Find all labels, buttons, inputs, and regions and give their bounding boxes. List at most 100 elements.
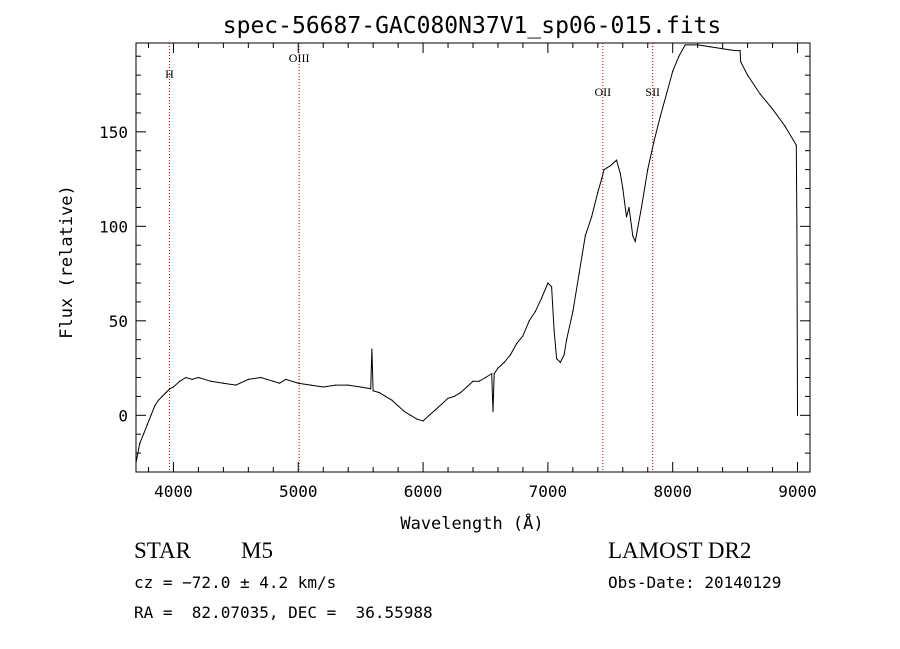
x-tick-label: 5000 <box>279 482 318 501</box>
x-tick-label: 8000 <box>653 482 692 501</box>
spectrum-point <box>659 116 661 118</box>
spectrum-point <box>722 48 724 50</box>
spectrum-point <box>528 320 530 322</box>
spectrum-point <box>484 376 487 379</box>
object-subclass: M5 <box>241 538 273 563</box>
x-tick-label: 9000 <box>778 482 817 501</box>
x-tick-label: 4000 <box>154 482 193 501</box>
spectrum-point <box>678 55 680 57</box>
spectrum-point <box>672 70 674 72</box>
spectrum-point <box>472 380 474 382</box>
spectrum-point <box>278 382 281 384</box>
y-axis-ticks: 0 50 100 150 <box>99 55 810 454</box>
spectrum-point <box>385 395 387 398</box>
spectrum-point <box>434 409 437 411</box>
spectrum-point <box>360 386 362 388</box>
spectrum-point <box>622 187 624 190</box>
survey-name: LAMOST DR2 <box>608 538 752 563</box>
spectrum-point <box>172 386 175 388</box>
spectrum-point <box>572 310 574 312</box>
chart-title: spec-56687-GAC080N37V1_sp06-015.fits <box>223 13 722 39</box>
spectrum-series-line <box>135 44 798 463</box>
spectrum-point <box>796 225 798 227</box>
spectrum-point <box>447 397 449 399</box>
x-axis-ticks: 4000 5000 6000 7000 8000 9000 <box>147 43 817 501</box>
spectrum-point <box>297 382 299 384</box>
spectrum-point <box>759 93 761 95</box>
spectrum-point <box>493 373 495 375</box>
spectrum-point <box>397 405 399 407</box>
spectrum-point <box>632 235 634 237</box>
spectrum-point <box>197 376 200 379</box>
spectrum-point <box>634 240 636 243</box>
spectrum-point <box>260 376 262 379</box>
spectrum-point <box>590 216 593 218</box>
spectrum-point <box>547 282 549 284</box>
spectrum-point <box>509 354 512 356</box>
spectrum-point <box>441 403 443 405</box>
spectrum-point <box>503 361 505 363</box>
spectrum-point <box>135 461 137 464</box>
spectrum-point <box>179 380 181 382</box>
spectrum-point <box>492 410 494 413</box>
spectrum-point <box>453 395 455 398</box>
spectrum-point <box>584 235 586 237</box>
spectrum-point <box>491 373 493 375</box>
spectrum-point <box>459 392 462 394</box>
redshift-line: cz = −72.0 ± 4.2 km/s <box>134 573 337 592</box>
object-class: STAR <box>134 538 191 563</box>
y-tick-label: 150 <box>99 123 128 142</box>
x-axis-label: Wavelength (Å) <box>400 512 543 534</box>
spectrum-point <box>139 443 141 445</box>
y-tick-label: 0 <box>118 406 128 425</box>
spectrum-point <box>541 297 543 299</box>
spectrum-point <box>422 420 424 422</box>
spectrum-point <box>372 390 374 392</box>
spectrum-point <box>169 388 171 390</box>
spectrum-point <box>185 376 187 379</box>
y-tick-label: 50 <box>109 312 128 331</box>
spectrum-point <box>615 159 618 161</box>
spectrum-point <box>795 144 797 146</box>
spectrum-point <box>391 399 393 401</box>
spectrum-point <box>165 392 167 394</box>
spectrum-point <box>740 61 742 63</box>
spectrum-point <box>409 414 412 416</box>
spectrum-point <box>734 49 736 52</box>
spectrum-point <box>522 335 524 337</box>
spectrum-point <box>154 405 156 407</box>
spectrum-point <box>222 382 224 384</box>
spectrum-point <box>746 74 749 76</box>
spectrum-point <box>322 386 324 388</box>
spectrum-data-points <box>135 44 799 464</box>
spectrum-point <box>285 378 287 380</box>
spectrum-point <box>684 44 686 46</box>
observation-date: Obs-Date: 20140129 <box>608 573 782 592</box>
spectrum-point <box>347 384 349 386</box>
spectrum-point <box>428 414 430 416</box>
spectrum-point <box>640 206 643 209</box>
marker-label-h: H <box>165 67 174 81</box>
spectrum-point <box>784 125 786 127</box>
spectrum-point <box>150 414 152 416</box>
spectrum-point <box>628 206 630 209</box>
spectrum-point <box>566 339 568 341</box>
spectrum-point <box>416 418 418 420</box>
spectrum-point <box>653 140 655 142</box>
spectral-line-markers: H OIII OII SII <box>165 43 660 472</box>
spectrum-point <box>563 354 565 356</box>
marker-label-sii: SII <box>645 85 660 99</box>
spectrum-point <box>370 388 372 390</box>
spectrum-point <box>597 191 599 193</box>
y-tick-label: 100 <box>99 217 128 236</box>
spectrum-point <box>210 380 212 382</box>
spectrum-point <box>497 367 499 369</box>
spectrum-point <box>559 361 561 363</box>
spectrum-point <box>603 169 605 171</box>
y-axis-label: Flux (relative) <box>57 185 77 339</box>
spectrum-point <box>556 358 558 360</box>
x-tick-label: 6000 <box>404 482 443 501</box>
spectrum-point <box>378 392 380 394</box>
spectrum-point <box>191 378 193 380</box>
